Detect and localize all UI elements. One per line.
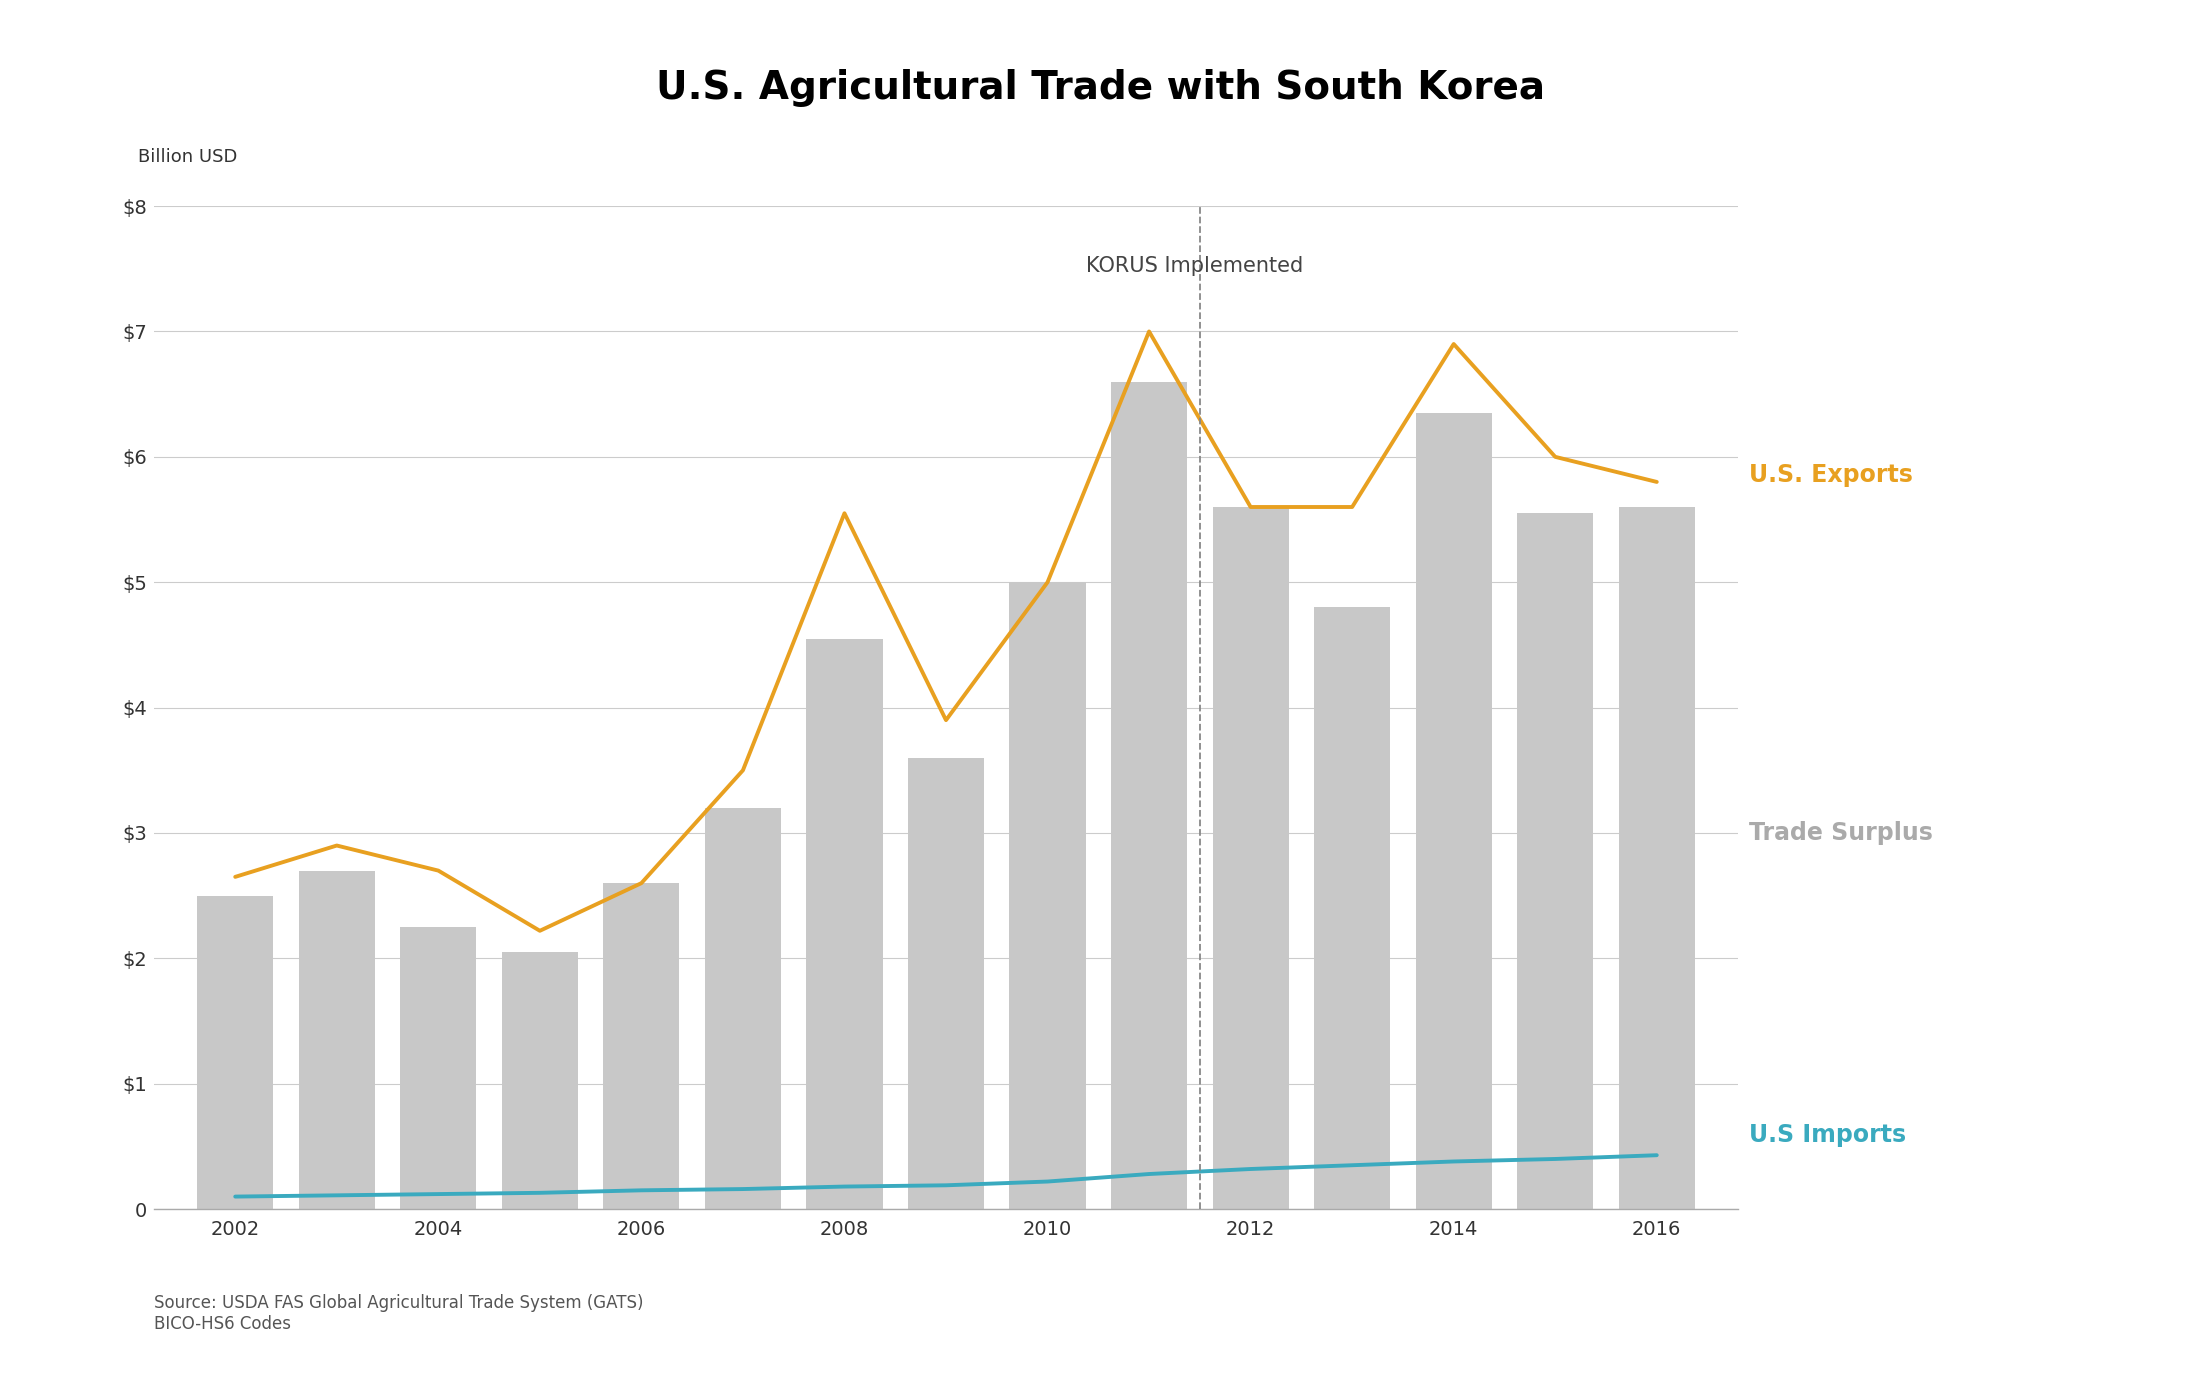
Bar	[1313, 607, 1390, 1209]
Bar	[1619, 507, 1694, 1209]
Text: U.S. Agricultural Trade with South Korea: U.S. Agricultural Trade with South Korea	[656, 69, 1544, 107]
Bar	[1212, 507, 1289, 1209]
Text: Source: USDA FAS Global Agricultural Trade System (GATS)
BICO-HS6 Codes: Source: USDA FAS Global Agricultural Tra…	[154, 1294, 642, 1333]
Bar	[198, 896, 273, 1209]
Bar	[909, 758, 983, 1209]
Bar	[1111, 382, 1188, 1209]
Text: KORUS Implemented: KORUS Implemented	[1087, 257, 1302, 276]
Bar	[704, 808, 781, 1209]
Bar	[1010, 583, 1085, 1209]
Text: Billion USD: Billion USD	[139, 148, 238, 166]
Bar	[807, 639, 882, 1209]
Bar	[1415, 414, 1492, 1209]
Text: U.S. Exports: U.S. Exports	[1749, 463, 1912, 486]
Text: U.S Imports: U.S Imports	[1749, 1123, 1905, 1146]
Bar	[299, 871, 374, 1209]
Bar	[502, 952, 579, 1209]
Bar	[603, 883, 680, 1209]
Bar	[400, 927, 477, 1209]
Bar	[1518, 514, 1593, 1209]
Text: Trade Surplus: Trade Surplus	[1749, 822, 1934, 845]
